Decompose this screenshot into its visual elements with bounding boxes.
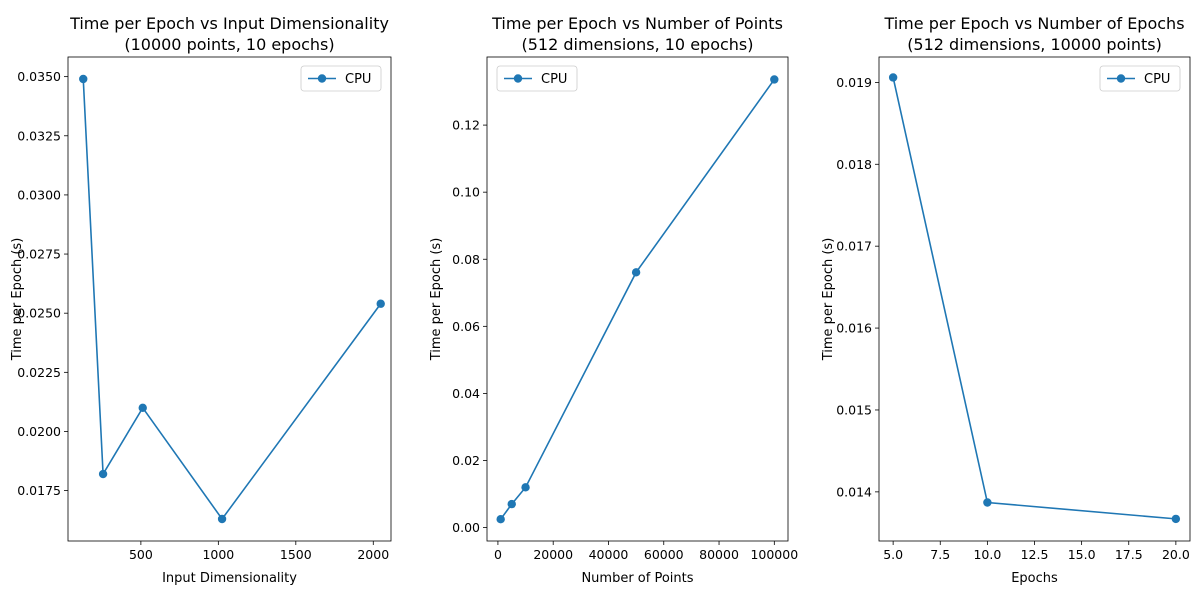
subplot-3: Time per Epoch vs Number of Epochs (512 d… <box>821 14 1191 586</box>
x-tick-label: 7.5 <box>930 547 950 562</box>
data-point <box>217 514 227 524</box>
y-tick-label: 0.0350 <box>17 69 61 84</box>
y-tick-label: 0.10 <box>452 185 480 200</box>
y-tick-label: 0.0325 <box>17 128 61 143</box>
data-point <box>631 268 641 277</box>
legend-box <box>496 65 578 92</box>
legend: CPU <box>1099 65 1181 92</box>
y-tick-label: 0.08 <box>452 252 480 267</box>
x-tick-label: 15.0 <box>1068 547 1096 562</box>
legend: CPU <box>496 65 578 92</box>
plot-frame <box>486 56 789 542</box>
x-tick-label: 1500 <box>280 547 312 562</box>
x-tick-label: 100000 <box>750 547 798 562</box>
data-point <box>983 498 992 507</box>
legend-marker <box>1116 74 1126 83</box>
x-tick-label: 500 <box>129 547 153 562</box>
data-point <box>79 74 88 84</box>
y-tick-label: 0.019 <box>836 75 872 90</box>
data-point <box>138 403 147 413</box>
data-point <box>521 483 530 492</box>
data-point <box>507 499 516 509</box>
series-line-cpu <box>892 77 1176 520</box>
y-tick-label: 0.0300 <box>17 187 61 202</box>
x-tick-label: 2000 <box>357 547 389 562</box>
y-axis-label: Time per Epoch (s) <box>821 238 836 362</box>
data-point <box>1171 514 1181 524</box>
y-axis-label: Time per Epoch (s) <box>10 238 25 362</box>
y-tick-label: 0.04 <box>452 386 480 401</box>
x-tick-label: 60000 <box>644 547 684 562</box>
chart-title: Time per Epoch vs Number of Points <box>491 14 783 33</box>
data-point <box>98 469 108 479</box>
y-tick-label: 0.0200 <box>17 424 61 439</box>
y-axis-label: Time per Epoch (s) <box>429 238 444 362</box>
legend-label: CPU <box>1144 72 1170 87</box>
y-tick-label: 0.12 <box>452 118 480 133</box>
x-axis-label: Input Dimensionality <box>162 571 297 586</box>
legend-box <box>1099 65 1181 92</box>
data-point <box>888 73 898 82</box>
y-tick-label: 0.0225 <box>17 365 61 380</box>
chart-title: Time per Epoch vs Number of Epochs <box>883 14 1184 33</box>
chart-subtitle: (512 dimensions, 10000 points) <box>907 35 1162 54</box>
chart-title: Time per Epoch vs Input Dimensionality <box>69 14 389 33</box>
x-tick-label: 0 <box>494 547 502 562</box>
legend-marker <box>317 74 327 83</box>
x-axis-label: Epochs <box>1011 571 1058 586</box>
legend-label: CPU <box>541 72 567 87</box>
y-tick-label: 0.017 <box>836 239 872 254</box>
x-tick-label: 12.5 <box>1021 547 1049 562</box>
x-tick-label: 40000 <box>589 547 629 562</box>
data-point <box>376 299 385 308</box>
chart-subtitle: (512 dimensions, 10 epochs) <box>521 35 753 54</box>
plot-frame <box>67 56 392 542</box>
legend-marker <box>513 74 523 83</box>
series-line-cpu <box>500 79 775 520</box>
x-tick-label: 17.5 <box>1115 547 1143 562</box>
x-tick-label: 20.0 <box>1162 547 1190 562</box>
y-tick-label: 0.0250 <box>17 306 61 321</box>
y-tick-label: 0.0275 <box>17 247 61 262</box>
x-axis-label: Number of Points <box>581 571 693 586</box>
y-tick-label: 0.06 <box>452 319 480 334</box>
y-tick-label: 0.00 <box>452 520 480 535</box>
subplot-1: Time per Epoch vs Input Dimensionality (1… <box>10 14 392 586</box>
data-point <box>770 75 779 84</box>
x-tick-label: 10.0 <box>973 547 1001 562</box>
subplot-2: Time per Epoch vs Number of Points (512 d… <box>429 14 798 586</box>
x-tick-label: 20000 <box>533 547 573 562</box>
plot-frame <box>878 56 1191 542</box>
x-tick-label: 80000 <box>699 547 739 562</box>
y-tick-label: 0.015 <box>836 402 872 417</box>
y-tick-label: 0.018 <box>836 157 872 172</box>
y-tick-label: 0.016 <box>836 321 872 336</box>
legend-box <box>300 65 382 92</box>
y-tick-label: 0.02 <box>452 453 480 468</box>
x-tick-label: 1000 <box>202 547 234 562</box>
y-tick-label: 0.0175 <box>17 483 61 498</box>
y-tick-label: 0.014 <box>836 484 872 499</box>
legend: CPU <box>300 65 382 92</box>
legend-label: CPU <box>345 72 371 87</box>
data-point <box>496 514 505 524</box>
chart-subtitle: (10000 points, 10 epochs) <box>124 35 334 54</box>
x-tick-label: 5.0 <box>883 547 903 562</box>
series-line-cpu <box>82 78 382 521</box>
